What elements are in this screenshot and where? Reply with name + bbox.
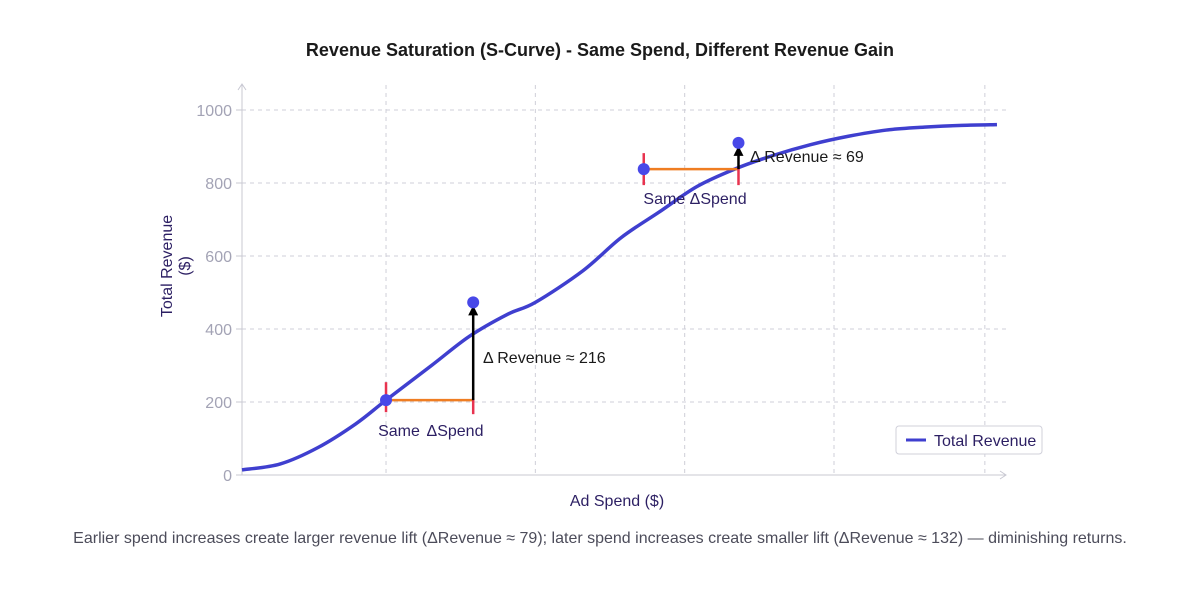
late-delta-revenue-label: Δ Revenue ≈ 69 xyxy=(750,149,864,166)
legend: Total Revenue xyxy=(895,425,1043,455)
y-tick-labels: 0 200 400 600 800 1000 xyxy=(196,103,232,485)
chart-title: Revenue Saturation (S-Curve) - Same Spen… xyxy=(306,40,894,60)
axis-layer xyxy=(236,83,1007,480)
grid-layer xyxy=(242,85,1006,475)
legend-label-total-revenue: Total Revenue xyxy=(934,433,1036,450)
y-tick-label-3: 600 xyxy=(205,249,232,266)
y-tick-label-4: 800 xyxy=(205,176,232,193)
y-axis-arrow xyxy=(237,83,247,91)
data-markers xyxy=(380,136,745,407)
y-tick-label-1: 200 xyxy=(205,395,232,412)
late-same-delta-spend-label: Same ΔSpend xyxy=(643,191,746,208)
y-tick-label-2: 400 xyxy=(205,322,232,339)
early-same-label: Same xyxy=(378,423,420,440)
data-marker-3 xyxy=(732,136,745,149)
data-marker-2 xyxy=(637,163,650,176)
y-axis-label-line2: ($) xyxy=(177,256,194,276)
total-revenue-line xyxy=(241,122,998,472)
y-tick-label-5: 1000 xyxy=(196,103,232,120)
data-marker-1 xyxy=(467,296,480,309)
x-axis-arrow xyxy=(999,470,1007,480)
early-delta-revenue-label: Δ Revenue ≈ 216 xyxy=(483,350,606,367)
y-axis-label-line1: Total Revenue xyxy=(159,215,176,317)
x-axis-label: Ad Spend ($) xyxy=(570,493,664,510)
early-delta-spend-label: ΔSpend xyxy=(427,423,484,440)
y-tick-label-0: 0 xyxy=(223,468,232,485)
data-marker-0 xyxy=(380,394,393,407)
legend-box xyxy=(895,425,1043,455)
chart-caption: Earlier spend increases create larger re… xyxy=(73,530,1127,547)
